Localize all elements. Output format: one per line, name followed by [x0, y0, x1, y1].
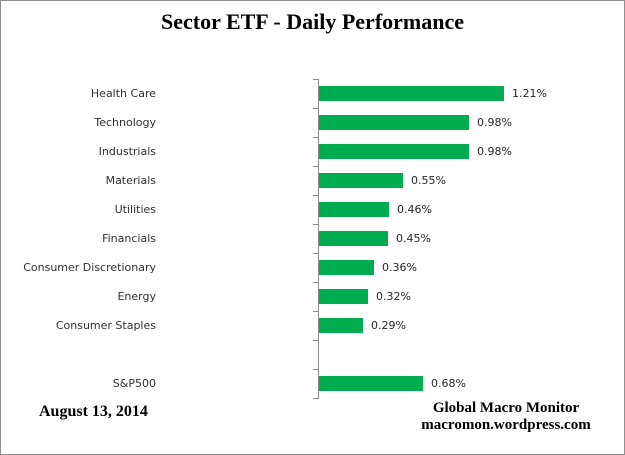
axis-tick: [313, 369, 319, 370]
bar: [319, 202, 389, 217]
category-label: Financials: [102, 232, 156, 245]
category-label: Utilities: [114, 203, 156, 216]
value-label: 0.68%: [431, 377, 466, 390]
axis-tick: [313, 137, 319, 138]
category-label: S&P500: [112, 377, 156, 390]
axis-tick: [313, 398, 319, 399]
footer-source: Global Macro Monitor macromon.wordpress.…: [394, 400, 618, 434]
bar: [319, 376, 423, 391]
bar: [319, 115, 469, 130]
value-label: 0.98%: [477, 116, 512, 129]
bar: [319, 260, 374, 275]
category-label: Materials: [105, 174, 156, 187]
value-label: 0.46%: [397, 203, 432, 216]
footer-date: August 13, 2014: [39, 403, 148, 420]
category-label: Industrials: [98, 145, 156, 158]
bar: [319, 231, 388, 246]
value-label: 0.29%: [371, 319, 406, 332]
value-label: 0.45%: [396, 232, 431, 245]
value-label: 1.21%: [512, 87, 547, 100]
bar: [319, 144, 469, 159]
category-axis-line: [318, 79, 319, 399]
category-label: Technology: [94, 116, 156, 129]
axis-tick: [313, 340, 319, 341]
axis-tick: [313, 166, 319, 167]
source-name: Global Macro Monitor: [432, 400, 580, 416]
bar: [319, 173, 403, 188]
axis-tick: [313, 311, 319, 312]
axis-tick: [313, 224, 319, 225]
value-label: 0.98%: [477, 145, 512, 158]
category-label: Consumer Staples: [55, 319, 156, 332]
chart-title: Sector ETF - Daily Performance: [160, 9, 464, 34]
value-label: 0.36%: [382, 261, 417, 274]
category-label: Consumer Discretionary: [23, 261, 156, 274]
axis-tick: [313, 108, 319, 109]
axis-tick: [313, 195, 319, 196]
bar: [319, 318, 363, 333]
value-label: 0.32%: [376, 290, 411, 303]
axis-tick: [313, 79, 319, 80]
value-label: 0.55%: [411, 174, 446, 187]
bar: [319, 86, 504, 101]
source-url: macromon.wordpress.com: [421, 417, 591, 433]
axis-tick: [313, 253, 319, 254]
axis-tick: [313, 282, 319, 283]
category-label: Health Care: [90, 87, 156, 100]
category-label: Energy: [117, 290, 156, 303]
bar: [319, 289, 368, 304]
